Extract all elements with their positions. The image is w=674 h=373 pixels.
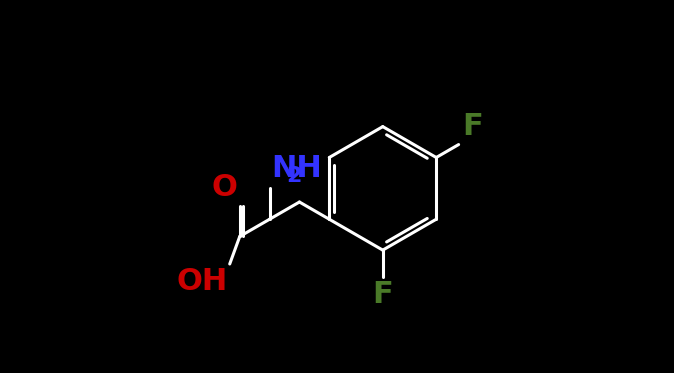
Text: OH: OH (176, 267, 227, 297)
Text: NH: NH (271, 154, 321, 183)
Text: F: F (462, 112, 483, 141)
Text: 2: 2 (286, 166, 301, 186)
Text: O: O (212, 173, 237, 202)
Text: F: F (373, 280, 393, 310)
